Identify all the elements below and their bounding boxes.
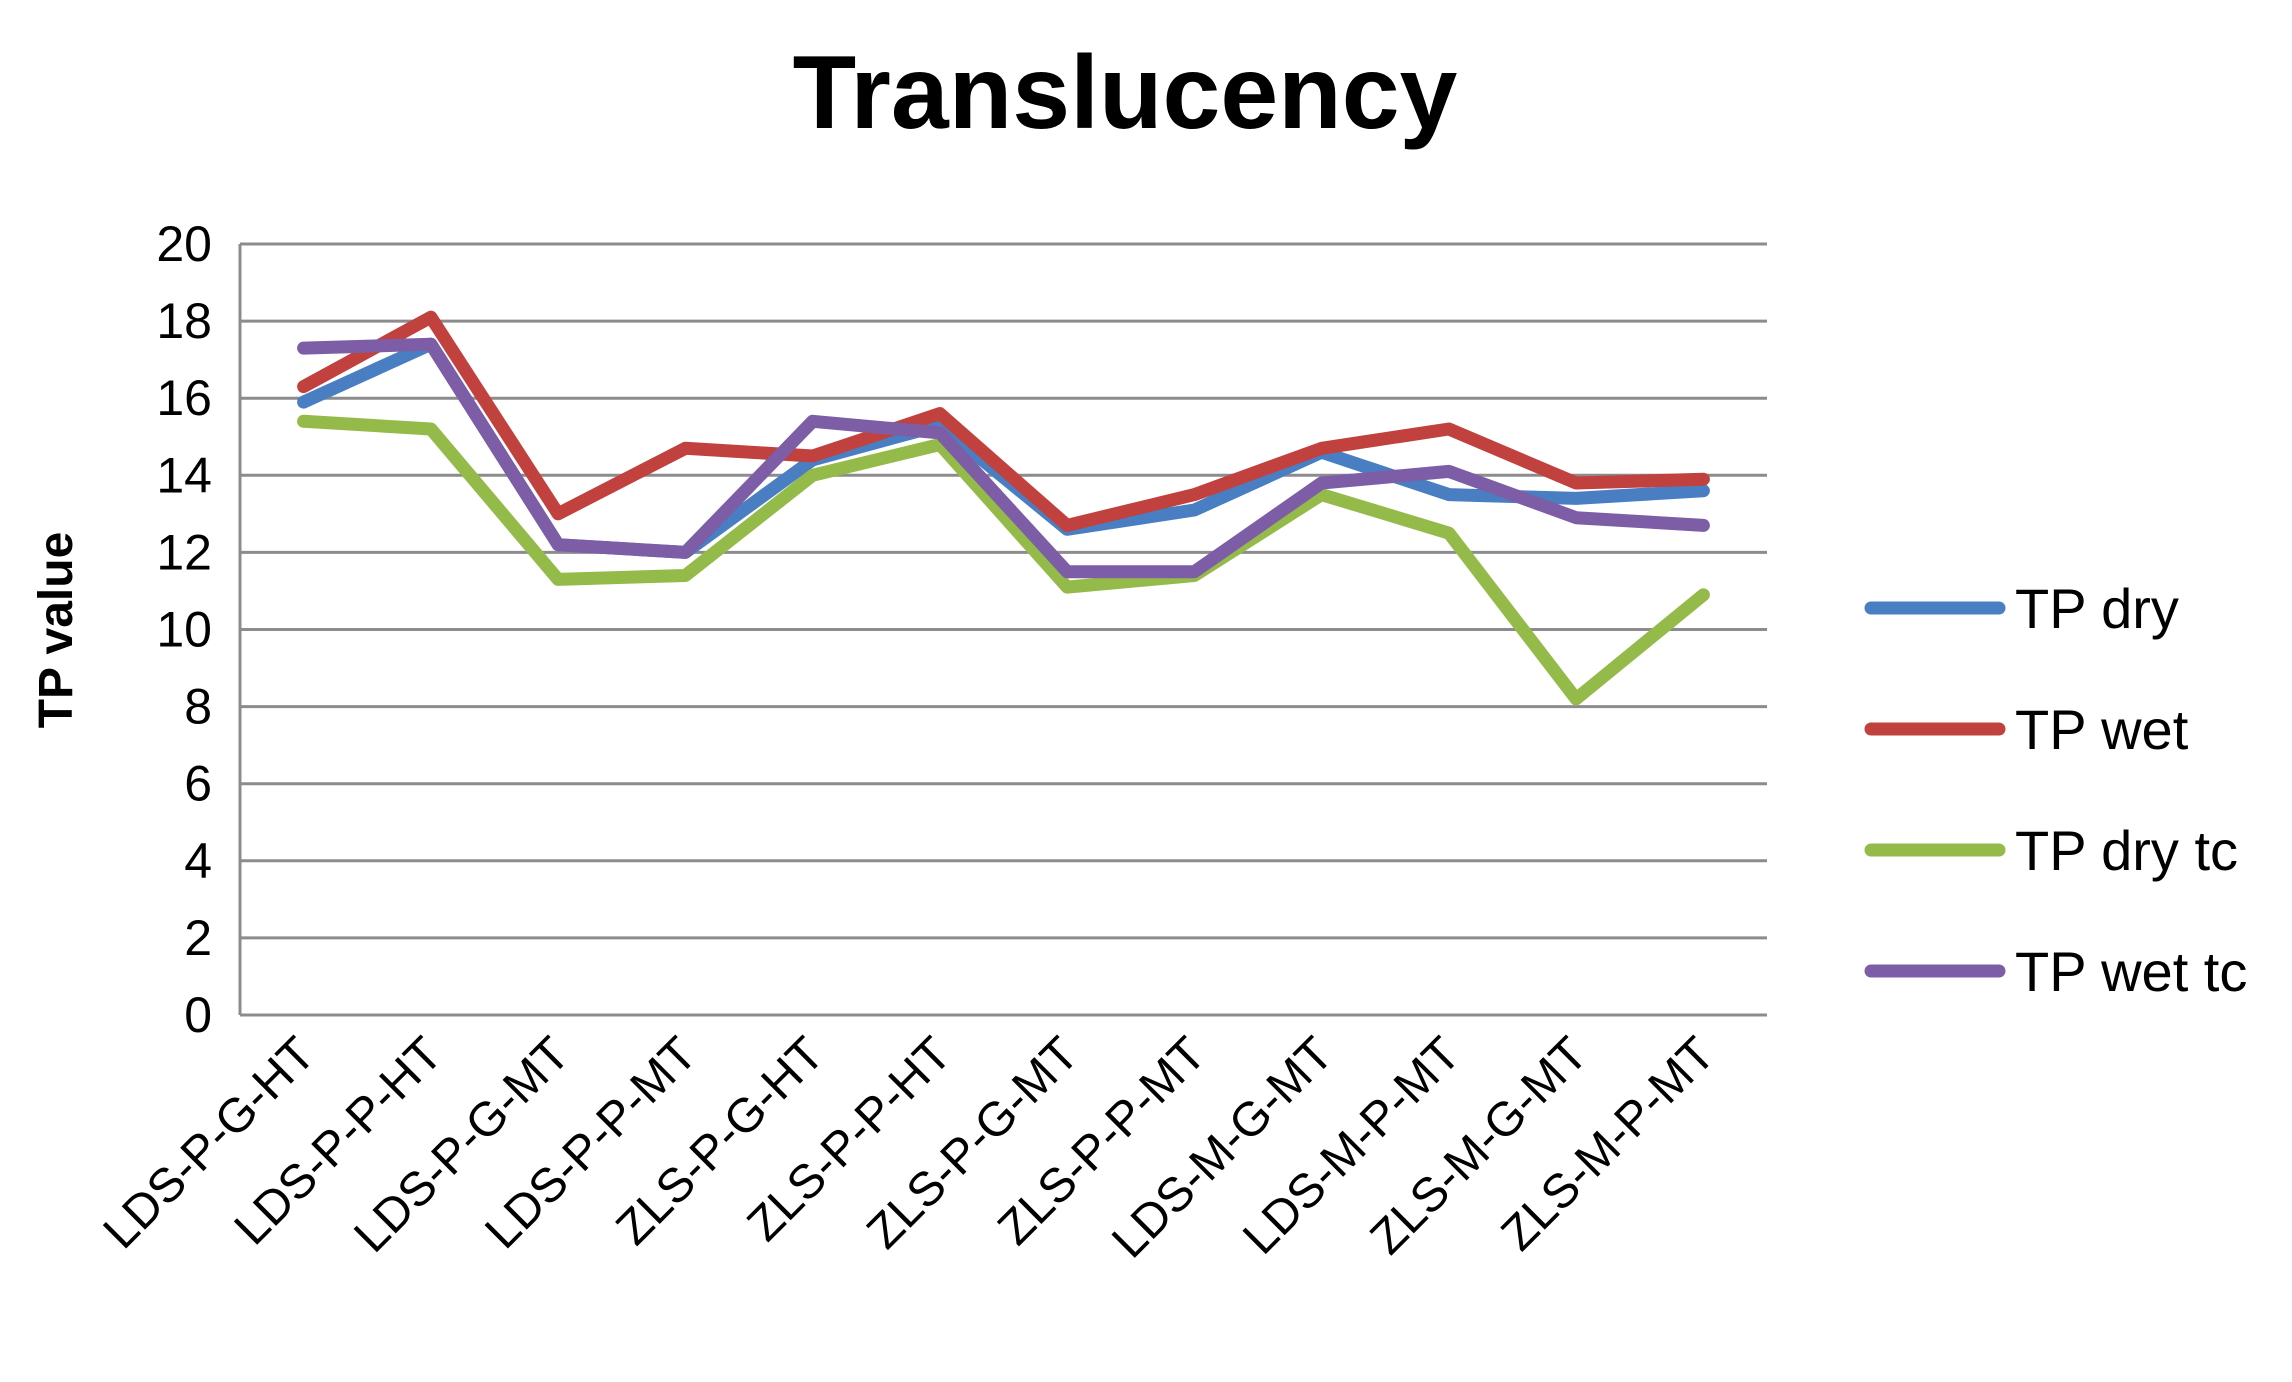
x-tick-label: LDS-M-P-MT: [1233, 1027, 1470, 1264]
series-lines: [297, 310, 1710, 706]
y-tick-label: 0: [184, 987, 212, 1043]
gridlines: [238, 242, 1767, 1017]
series-line-tp-wet: [297, 310, 1710, 532]
y-axis-label: TP value: [30, 532, 83, 729]
chart-title: Translucency: [793, 35, 1458, 151]
x-tick-label: LDS-M-G-MT: [1102, 1027, 1343, 1268]
y-tick-label: 18: [156, 293, 212, 349]
y-tick-label: 14: [156, 447, 212, 503]
legend-label: TP dry tc: [2015, 819, 2238, 882]
series-line-tp-dry-tc: [297, 414, 1710, 706]
y-tick-label: 4: [184, 833, 212, 889]
y-tick-label: 10: [156, 602, 212, 658]
y-tick-label: 12: [156, 524, 212, 580]
series-line-tp-wet-tc: [297, 337, 1710, 579]
y-tick-label: 16: [156, 370, 212, 426]
y-tick-label: 6: [184, 756, 212, 812]
legend-label: TP wet: [2015, 698, 2189, 761]
y-tick-label: 20: [156, 216, 212, 272]
y-tick-label: 8: [184, 679, 212, 735]
legend-label: TP dry: [2015, 577, 2179, 640]
legend: TP dry TP wet TP dry tc TP wet tc: [1864, 577, 2247, 1003]
legend-label: TP wet tc: [2015, 940, 2247, 1003]
x-axis-ticks: LDS-P-G-HTLDS-P-P-HTLDS-P-G-MTLDS-P-P-MT…: [94, 1027, 1725, 1268]
y-tick-label: 2: [184, 910, 212, 966]
y-axis-ticks: 0 2 4 6 8 10 12 14 16 18 20: [156, 216, 212, 1043]
